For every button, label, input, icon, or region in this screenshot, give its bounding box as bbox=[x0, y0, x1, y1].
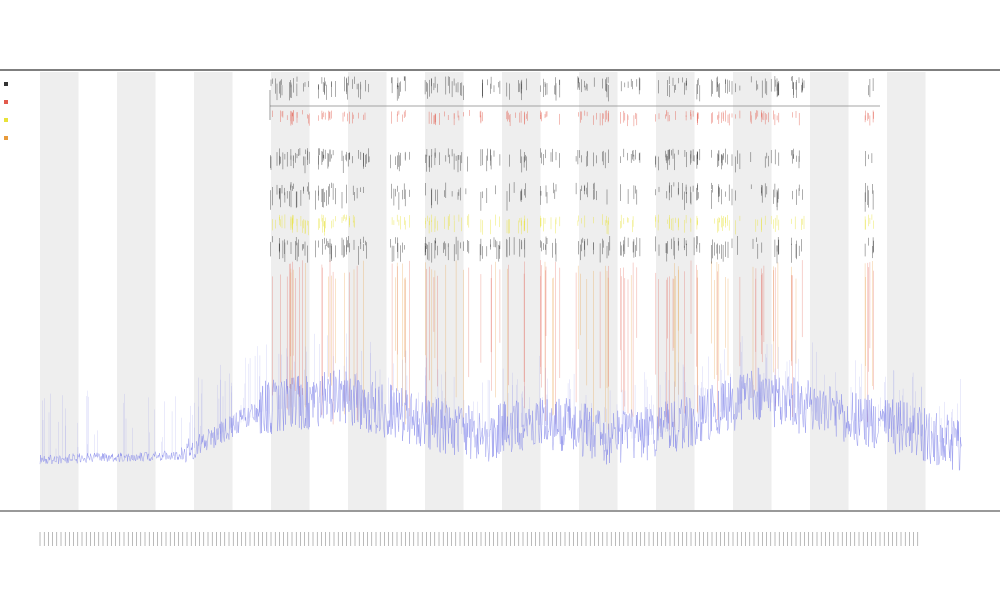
signal-line bbox=[39, 367, 962, 471]
band-1 bbox=[117, 72, 156, 510]
legend-swatch-2 bbox=[4, 118, 8, 122]
signal-series bbox=[39, 333, 962, 471]
band-3 bbox=[271, 72, 310, 510]
band-5 bbox=[425, 72, 464, 510]
legend-swatch-1 bbox=[4, 100, 8, 104]
band-4 bbox=[348, 72, 387, 510]
band-0 bbox=[40, 72, 79, 510]
background-bands bbox=[40, 72, 926, 510]
band-2 bbox=[194, 72, 233, 510]
x-tick-labels bbox=[39, 532, 919, 546]
legend bbox=[4, 82, 8, 140]
event-ticks bbox=[270, 76, 874, 430]
band-9 bbox=[733, 72, 772, 510]
band-10 bbox=[810, 72, 849, 510]
band-7 bbox=[579, 72, 618, 510]
legend-swatch-0 bbox=[4, 82, 8, 86]
event-ruler bbox=[269, 90, 880, 120]
legend-swatch-3 bbox=[4, 136, 8, 140]
